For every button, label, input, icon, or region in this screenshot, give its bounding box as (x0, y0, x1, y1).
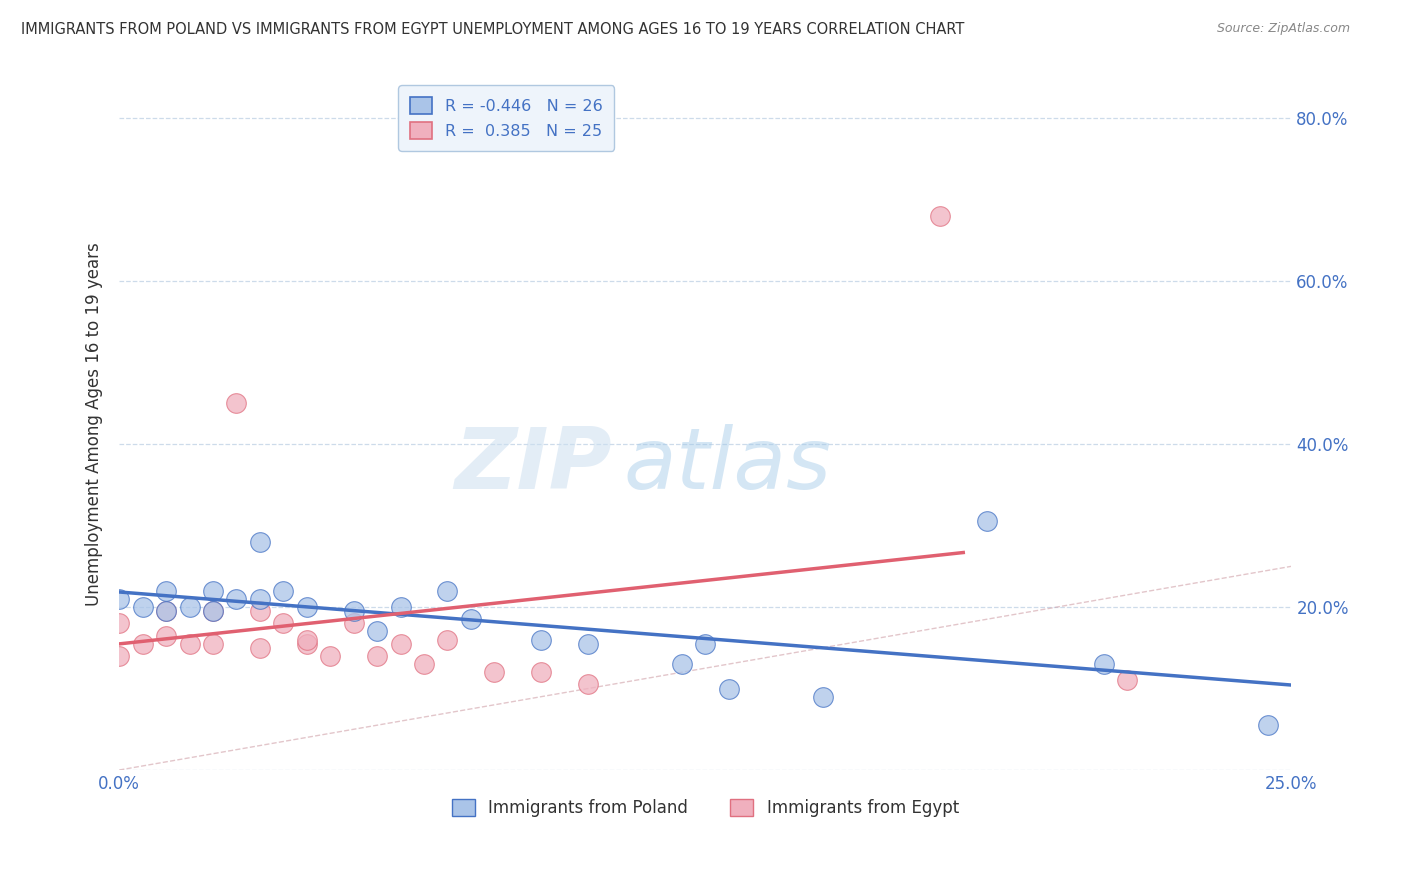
Point (108, 616, 131, 631)
Point (155, 604, 177, 618)
Point (155, 629, 177, 643)
Point (366, 648, 388, 663)
Point (343, 604, 366, 618)
Legend: Immigrants from Poland, Immigrants from Egypt: Immigrants from Poland, Immigrants from … (446, 792, 966, 824)
Point (249, 534, 271, 549)
Text: IMMIGRANTS FROM POLAND VS IMMIGRANTS FROM EGYPT UNEMPLOYMENT AMONG AGES 16 TO 19: IMMIGRANTS FROM POLAND VS IMMIGRANTS FRO… (21, 22, 965, 37)
Point (343, 616, 366, 631)
Point (295, 637, 318, 651)
Point (1257, 718, 1279, 732)
Point (249, 640, 271, 655)
Text: ZIP: ZIP (454, 424, 612, 507)
Point (202, 583, 225, 598)
Point (273, 583, 295, 598)
Point (576, 677, 599, 691)
Point (179, 600, 201, 615)
Point (202, 604, 225, 618)
Point (576, 637, 599, 651)
Point (717, 681, 740, 696)
Point (460, 612, 482, 626)
Point (108, 591, 131, 606)
Point (366, 624, 388, 639)
Point (202, 637, 225, 651)
Point (811, 690, 834, 704)
Point (155, 604, 177, 618)
Point (695, 637, 717, 651)
Point (1116, 673, 1139, 688)
Point (436, 583, 458, 598)
Text: Source: ZipAtlas.com: Source: ZipAtlas.com (1216, 22, 1350, 36)
Point (928, 209, 950, 223)
Point (1092, 657, 1115, 671)
Point (976, 515, 998, 529)
Text: atlas: atlas (623, 424, 831, 507)
Point (530, 632, 553, 647)
Point (249, 604, 271, 618)
Point (108, 648, 131, 663)
Point (295, 600, 318, 615)
Point (295, 632, 318, 647)
Point (484, 665, 506, 680)
Point (389, 637, 412, 651)
Point (319, 648, 342, 663)
Y-axis label: Unemployment Among Ages 16 to 19 years: Unemployment Among Ages 16 to 19 years (86, 242, 103, 606)
Point (249, 591, 271, 606)
Point (530, 665, 553, 680)
Point (225, 591, 247, 606)
Point (671, 657, 693, 671)
Point (155, 583, 177, 598)
Point (132, 637, 155, 651)
Point (132, 600, 155, 615)
Point (436, 632, 458, 647)
Point (179, 637, 201, 651)
Point (225, 396, 247, 410)
Point (273, 616, 295, 631)
Point (202, 604, 225, 618)
Point (389, 600, 412, 615)
Point (413, 657, 436, 671)
